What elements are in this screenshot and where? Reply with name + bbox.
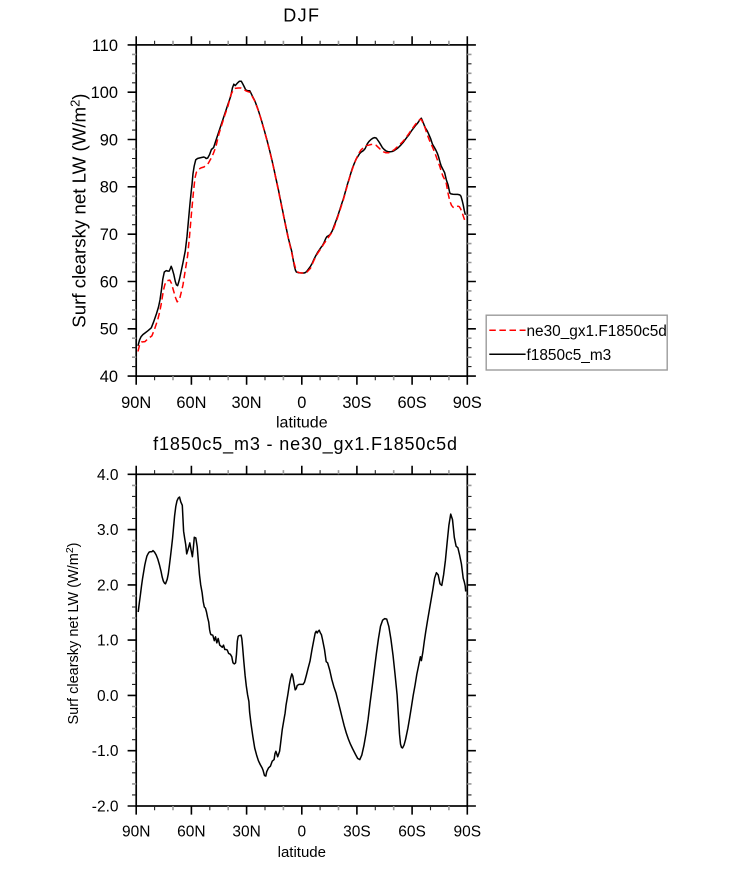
svg-text:1.0: 1.0	[97, 633, 119, 650]
svg-text:30S: 30S	[342, 394, 371, 412]
svg-text:50: 50	[100, 321, 118, 339]
svg-text:f1850c5_m3: f1850c5_m3	[527, 347, 612, 364]
svg-text:Surf clearsky net LW (W/m2): Surf clearsky net LW (W/m2)	[68, 93, 90, 327]
svg-text:60N: 60N	[176, 394, 206, 412]
svg-text:90S: 90S	[453, 394, 482, 412]
svg-text:-2.0: -2.0	[92, 799, 119, 816]
svg-text:latitude: latitude	[276, 415, 328, 432]
svg-text:80: 80	[100, 179, 118, 197]
svg-text:30N: 30N	[232, 823, 260, 840]
svg-text:40: 40	[100, 368, 118, 386]
svg-text:90S: 90S	[454, 823, 482, 840]
svg-text:100: 100	[91, 84, 118, 102]
svg-text:30N: 30N	[232, 394, 262, 412]
svg-text:60: 60	[100, 273, 118, 291]
svg-text:f1850c5_m3 - ne30_gx1.F1850c5d: f1850c5_m3 - ne30_gx1.F1850c5d	[153, 434, 458, 455]
svg-text:3.0: 3.0	[97, 522, 119, 539]
svg-text:ne30_gx1.F1850c5d: ne30_gx1.F1850c5d	[527, 323, 667, 340]
svg-text:90N: 90N	[122, 823, 150, 840]
svg-text:-1.0: -1.0	[92, 743, 119, 760]
svg-text:70: 70	[100, 226, 118, 244]
svg-text:0: 0	[297, 394, 306, 412]
svg-text:4.0: 4.0	[97, 467, 119, 484]
svg-text:90N: 90N	[121, 394, 151, 412]
svg-text:90: 90	[100, 131, 118, 149]
svg-text:DJF: DJF	[283, 6, 320, 26]
svg-text:60S: 60S	[398, 394, 427, 412]
svg-text:0: 0	[297, 823, 306, 840]
svg-text:110: 110	[92, 37, 118, 55]
svg-text:latitude: latitude	[278, 844, 326, 861]
svg-text:2.0: 2.0	[97, 577, 119, 594]
svg-text:Surf clearsky net LW (W/m2): Surf clearsky net LW (W/m2)	[64, 542, 82, 724]
svg-text:0.0: 0.0	[97, 688, 119, 705]
svg-text:60N: 60N	[177, 823, 205, 840]
svg-text:30S: 30S	[343, 823, 371, 840]
svg-text:60S: 60S	[398, 823, 426, 840]
